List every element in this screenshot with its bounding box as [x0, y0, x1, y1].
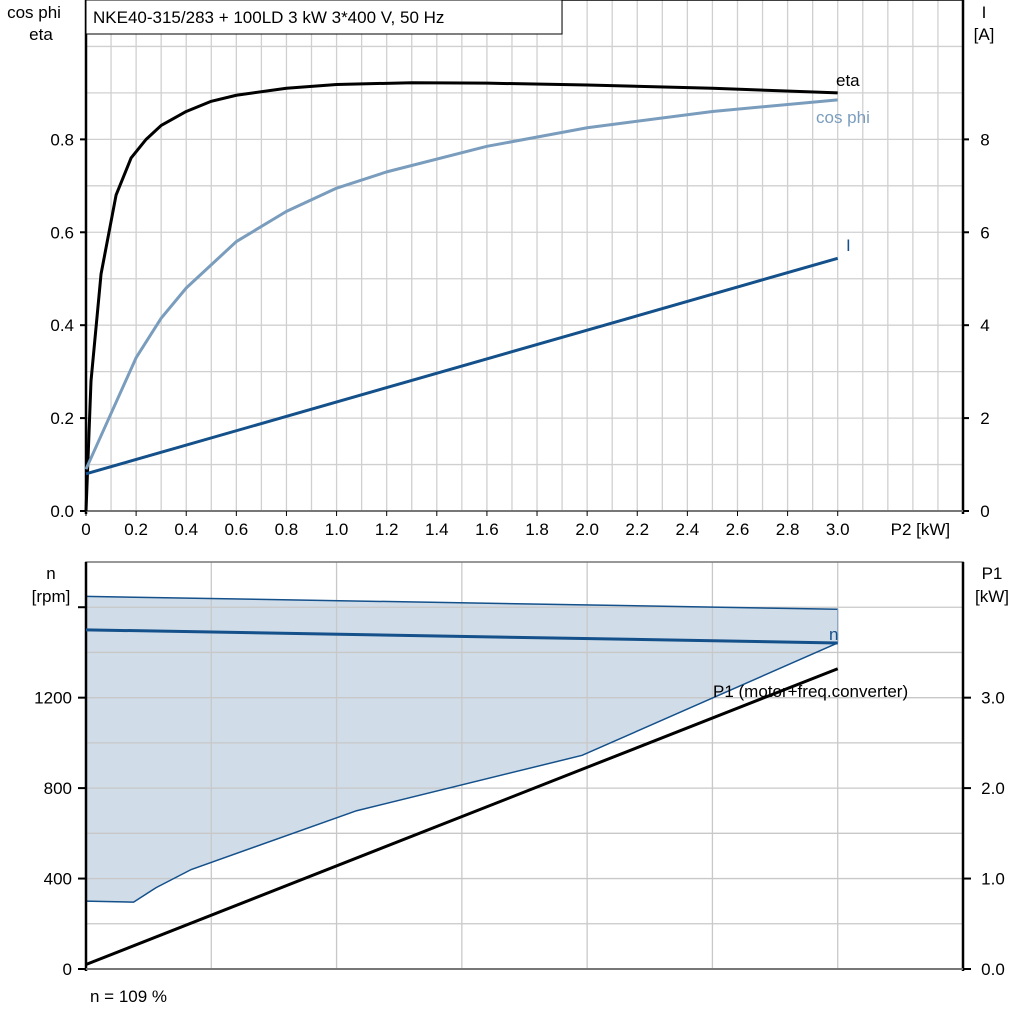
- title-box: [85, 0, 563, 35]
- y-left-label-line1: n: [46, 564, 55, 583]
- series-label-n: n: [829, 625, 838, 644]
- bottom-chart: 0 400 800 1200 0.0 1.0 2.0 3.0 n [rpm] P1 [kW] n P1 (…: [32, 561, 1009, 1006]
- x-tick-label: 2.2: [625, 520, 649, 539]
- y-right-label-line1: I: [982, 3, 987, 22]
- y-right-label-line2: [A]: [974, 25, 995, 44]
- y-right-tick-label: 8: [980, 130, 989, 149]
- series-line-p1: [85, 667, 839, 966]
- x-tick-label: 1.4: [425, 520, 449, 539]
- top-chart: 0 0.2 0.4 0.6 0.8 1.0 1.2 1.4 1.6 1.8 2.0 2.2 2.4 2.6…: [7, 0, 994, 539]
- x-tick-label: 1.0: [325, 520, 349, 539]
- x-axis-label: P2 [kW]: [891, 520, 951, 539]
- y-right-label-line2: [kW]: [975, 587, 1009, 606]
- series-line-cos-phi: [84, 98, 838, 470]
- y-left-tick-label: 0.8: [50, 130, 74, 149]
- y-right-tick-label: 6: [980, 223, 989, 242]
- y-right-tick-label: 0.0: [981, 960, 1005, 979]
- series-label: I: [846, 236, 851, 255]
- x-tick-label: 0: [81, 520, 90, 539]
- y-left-tick-label: 400: [44, 870, 72, 889]
- series-line-n: [85, 628, 838, 645]
- x-tick-label: 0.4: [174, 520, 198, 539]
- plot-frame: [85, 0, 964, 512]
- y-right-tick-label: 4: [980, 316, 989, 335]
- y-right-tick-label: 3.0: [981, 689, 1005, 708]
- y-left-tick-label: 0.0: [50, 502, 74, 521]
- footnote: n = 109 %: [90, 987, 167, 1006]
- x-tick-label: 3.0: [826, 520, 850, 539]
- series-line-eta: [84, 81, 838, 512]
- operating-area-upper-edge: [85, 595, 838, 611]
- series-label: eta: [836, 71, 860, 90]
- y-left-tick-label: 1200: [34, 689, 72, 708]
- x-tick-label: 0.2: [124, 520, 148, 539]
- y-left-label-line2: [rpm]: [32, 587, 71, 606]
- y-right-tick-label: 0: [980, 502, 989, 521]
- series-label-p1: P1 (motor+freq.converter): [713, 682, 908, 701]
- series-line-i: [85, 256, 839, 476]
- y-left-tick-label: 0.2: [50, 409, 74, 428]
- y-left-tick-label: 800: [44, 779, 72, 798]
- y-left-label-line2: eta: [29, 25, 53, 44]
- x-tick-label: 1.2: [375, 520, 399, 539]
- x-tick-label: 2.6: [726, 520, 750, 539]
- y-left-tick-label: 0.6: [50, 223, 74, 242]
- y-right-tick-label: 1.0: [981, 870, 1005, 889]
- y-left-tick-label: 0: [63, 960, 72, 979]
- y-left-label-line1: cos phi: [7, 3, 61, 22]
- x-tick-label: 1.6: [475, 520, 499, 539]
- y-right-tick-label: 2.0: [981, 779, 1005, 798]
- x-tick-label: 0.8: [275, 520, 299, 539]
- x-tick-label: 2.0: [575, 520, 599, 539]
- series-label: cos phi: [816, 108, 870, 127]
- x-tick-label: 2.8: [776, 520, 800, 539]
- y-left-tick-label: 0.4: [50, 316, 74, 335]
- y-right-tick-label: 2: [980, 409, 989, 428]
- x-tick-label: 2.4: [676, 520, 700, 539]
- x-tick-label: 1.8: [525, 520, 549, 539]
- x-tick-label: 0.6: [225, 520, 249, 539]
- chart-title: NKE40-315/283 + 100LD 3 kW 3*400 V, 50 H…: [93, 8, 444, 27]
- y-right-label-line1: P1: [982, 564, 1003, 583]
- operating-area-lower-edge: [85, 642, 839, 903]
